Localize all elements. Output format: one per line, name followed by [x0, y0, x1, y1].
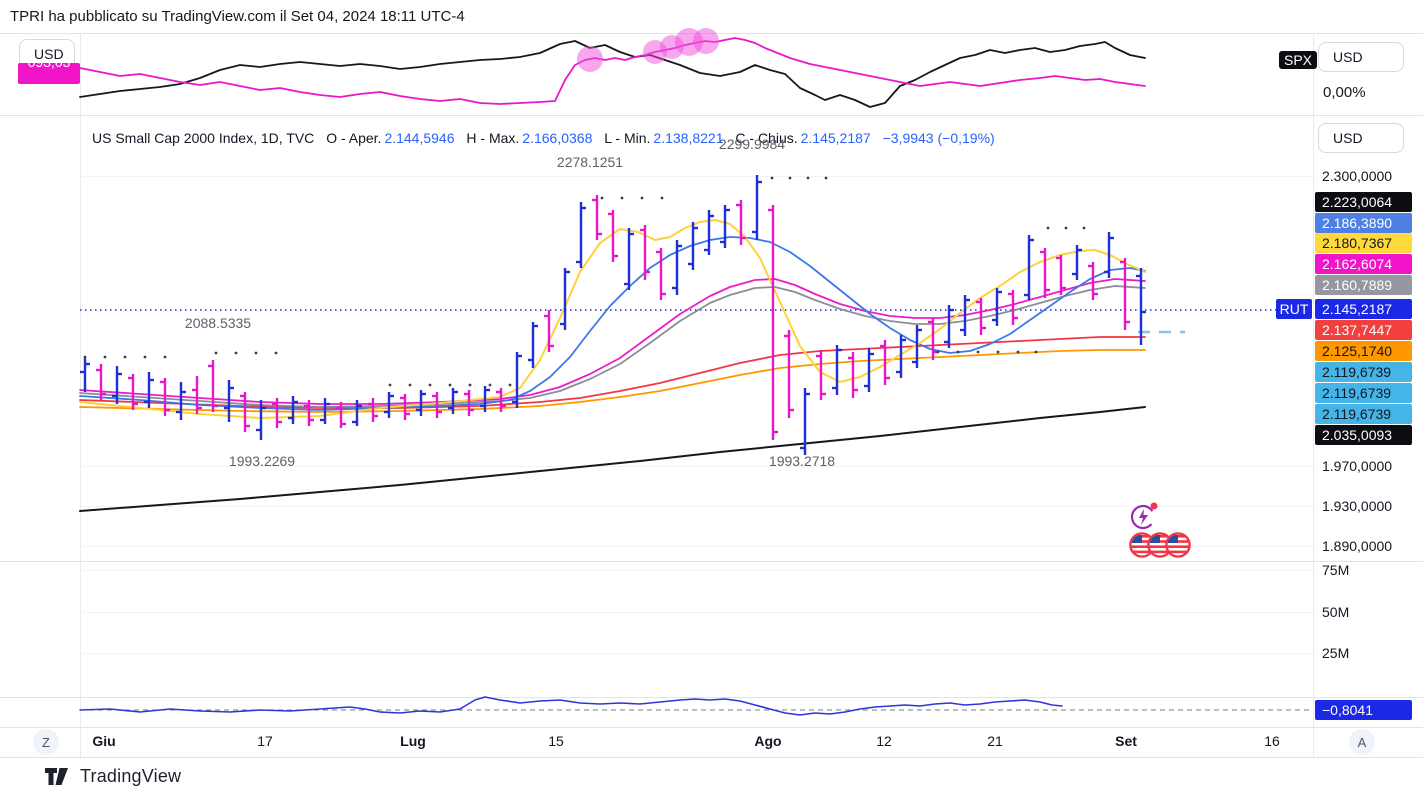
price-label: 2.035,0093 [1315, 425, 1412, 445]
spx-badge: SPX [1279, 51, 1318, 69]
divider [0, 33, 1423, 34]
right-scale-divider [1313, 33, 1314, 757]
change-value: −3,9943 (−0,19%) [882, 130, 995, 146]
pivot-annotation: 1993.2718 [768, 453, 836, 469]
pivot-annotation: 2299.9984 [718, 136, 786, 152]
time-tick: Giu [92, 733, 116, 749]
tradingview-logo-icon [45, 768, 68, 785]
divider [0, 115, 1423, 116]
high-value: 2.166,0368 [522, 130, 593, 146]
currency-button-main[interactable]: USD [1318, 123, 1404, 153]
tradingview-logo[interactable]: TradingView [45, 766, 181, 787]
symbol-price-tag: RUT [1276, 299, 1312, 319]
us-flag-icon [1147, 532, 1173, 558]
time-tick: 12 [876, 733, 892, 749]
publish-text: TPRI ha pubblicato su TradingView.com il… [10, 8, 465, 25]
symbol-title: US Small Cap 2000 Index, 1D, TVC [92, 130, 315, 146]
a-button[interactable]: A [1349, 729, 1375, 755]
price-label: 2.145,2187 [1315, 299, 1412, 319]
currency-button-top-right[interactable]: USD [1318, 42, 1404, 72]
pivot-annotation: 2278.1251 [556, 154, 624, 170]
time-tick: Set [1115, 733, 1137, 749]
indicator-value-badge: −0,8041 [1315, 700, 1412, 720]
price-label: 1.890,0000 [1322, 538, 1393, 554]
high-label: H - Max. [466, 130, 520, 146]
pivot-annotation: 1993.2269 [228, 453, 296, 469]
close-label: C - Chius. [735, 130, 798, 146]
price-label: 2.223,0064 [1315, 192, 1412, 212]
compare-price-badge: 093,03 [18, 63, 80, 84]
price-label: 2.119,6739 [1315, 404, 1412, 424]
price-label: 2.162,6074 [1315, 254, 1412, 274]
price-label: 2.125,1740 [1315, 341, 1412, 361]
divider [0, 561, 1423, 562]
divider [0, 697, 1423, 698]
volume-scale-label: 25M [1322, 645, 1350, 661]
divider [0, 727, 1423, 728]
time-tick: 21 [987, 733, 1003, 749]
volume-scale-label: 50M [1322, 604, 1350, 620]
time-tick: 15 [548, 733, 564, 749]
symbol-legend[interactable]: US Small Cap 2000 Index, 1D, TVC O - Ape… [92, 130, 995, 146]
open-label: O - Aper. [326, 130, 382, 146]
z-button[interactable]: Z [33, 729, 59, 755]
price-label: 2.160,7889 [1315, 275, 1412, 295]
open-value: 2.144,5946 [384, 130, 455, 146]
price-label: 1.930,0000 [1322, 498, 1393, 514]
price-label: 2.180,7367 [1315, 233, 1412, 253]
price-label: 2.137,7447 [1315, 320, 1412, 340]
divider [0, 757, 1423, 758]
time-tick: 16 [1264, 733, 1280, 749]
low-label: L - Min. [604, 130, 651, 146]
time-tick: Lug [400, 733, 426, 749]
us-flag-icons[interactable] [1128, 531, 1192, 559]
us-flag-icon [1165, 532, 1191, 558]
price-label: 1.970,0000 [1322, 458, 1393, 474]
price-label: 2.119,6739 [1315, 362, 1412, 382]
low-value: 2.138,8221 [653, 130, 724, 146]
volume-scale-label: 75M [1322, 562, 1350, 578]
price-label: 2.300,0000 [1322, 168, 1393, 184]
time-tick: Ago [754, 733, 782, 749]
close-value: 2.145,2187 [800, 130, 871, 146]
flash-icon[interactable] [1129, 501, 1159, 531]
change-percent: 0,00% [1323, 84, 1366, 101]
time-tick: 17 [257, 733, 273, 749]
price-label: 2.186,3890 [1315, 213, 1412, 233]
tradingview-logo-text: TradingView [80, 766, 182, 786]
left-scale-divider [80, 33, 81, 757]
price-label: 2.119,6739 [1315, 383, 1412, 403]
pivot-annotation: 2088.5335 [184, 315, 252, 331]
